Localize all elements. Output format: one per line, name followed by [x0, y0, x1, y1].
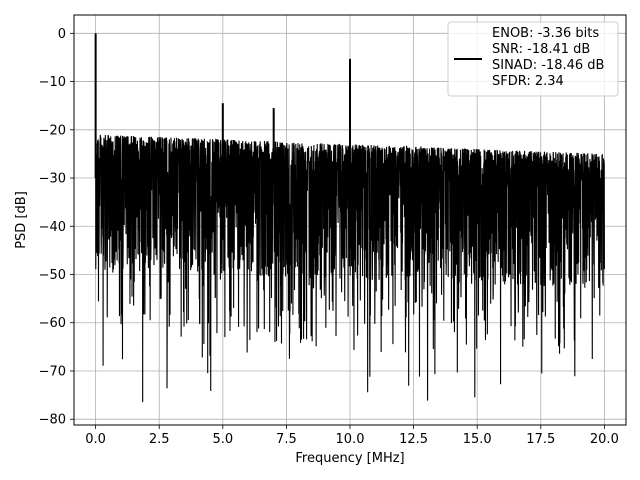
- x-tick-label: 17.5: [526, 432, 555, 447]
- x-tick-label: 10.0: [336, 432, 365, 447]
- y-tick-label: −60: [39, 316, 66, 331]
- x-tick-label: 15.0: [463, 432, 492, 447]
- legend: ENOB: -3.36 bits SNR: -18.41 dB SINAD: -…: [447, 21, 619, 97]
- y-tick-label: −70: [39, 364, 66, 379]
- y-axis-label: PSD [dB]: [14, 191, 29, 249]
- x-tick-label: 12.5: [399, 432, 428, 447]
- x-tick-label: 2.5: [149, 432, 170, 447]
- legend-sinad: SINAD: -18.46 dB: [492, 58, 604, 73]
- x-tick-label: 5.0: [212, 432, 233, 447]
- legend-enob: ENOB: -3.36 bits: [492, 26, 599, 41]
- y-tick-label: −80: [39, 413, 66, 428]
- psd-line: [95, 33, 605, 403]
- x-tick-label: 7.5: [276, 432, 297, 447]
- x-tick-label: 0.0: [85, 432, 106, 447]
- y-tick-label: −50: [39, 268, 66, 283]
- psd-trace: [94, 33, 605, 403]
- y-tick-label: 0: [58, 27, 66, 42]
- legend-box: [447, 21, 619, 97]
- x-axis-ticks: 0.0 2.5 5.0 7.5 10.0 12.5 15.0 17.5 20.0: [85, 425, 619, 447]
- y-tick-label: −20: [39, 123, 66, 138]
- y-tick-label: −40: [39, 220, 66, 235]
- legend-sfdr: SFDR: 2.34: [492, 74, 564, 89]
- x-tick-label: 20.0: [590, 432, 619, 447]
- x-axis-label: Frequency [MHz]: [295, 451, 404, 466]
- y-tick-label: −30: [39, 172, 66, 187]
- y-axis-ticks: 0 −10 −20 −30 −40 −50 −60 −70 −80: [39, 27, 74, 428]
- legend-snr: SNR: -18.41 dB: [492, 42, 590, 57]
- y-tick-label: −10: [39, 75, 66, 90]
